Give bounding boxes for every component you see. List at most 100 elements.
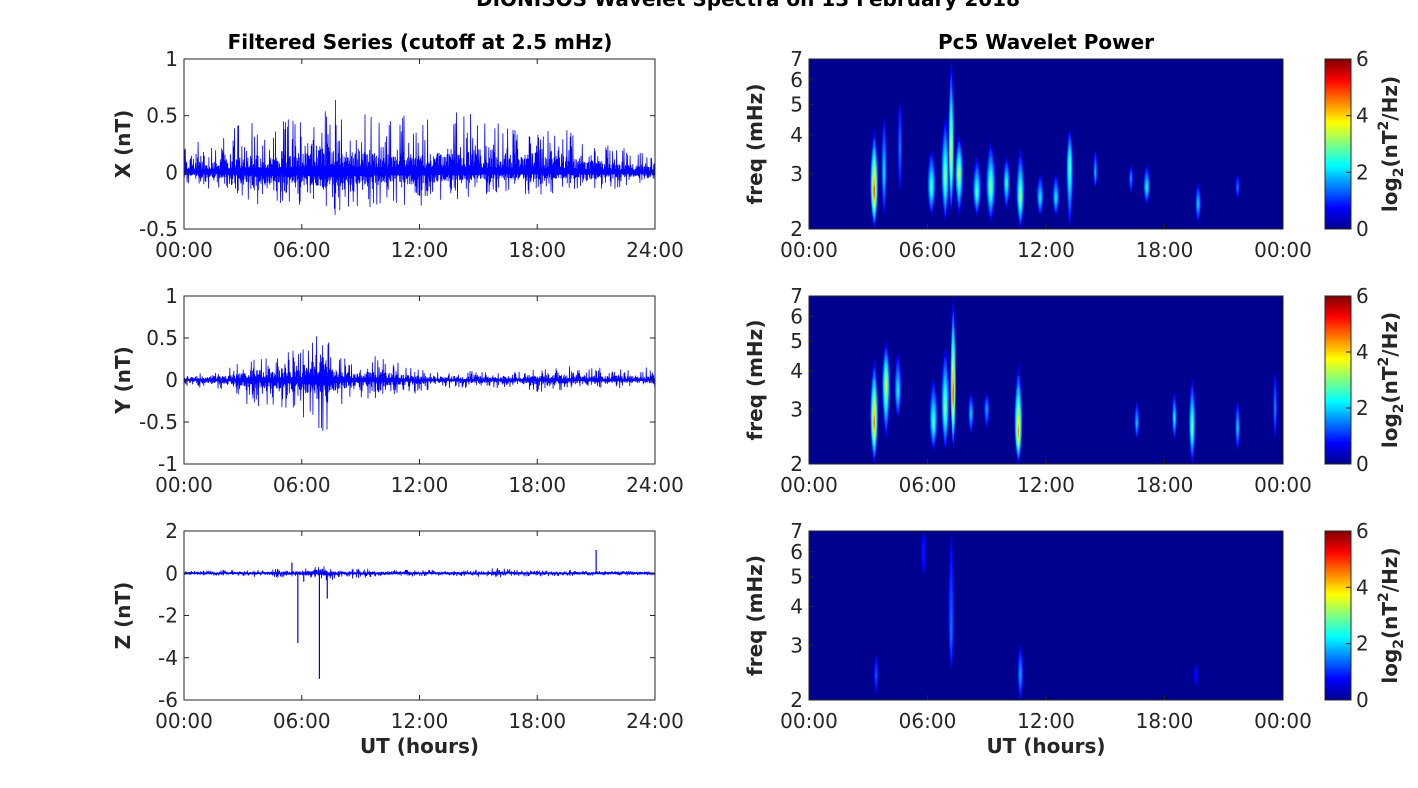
y-wavelet-xtick-label-2: 12:00 xyxy=(1017,473,1075,497)
z-colorbar-label: log2(nT2/Hz) xyxy=(1376,547,1407,683)
y-wavelet-blob-13 xyxy=(1272,371,1278,440)
x-wavelet-ytick-label-4: 6 xyxy=(790,68,803,92)
x-wavelet-ytick-label-5: 7 xyxy=(790,47,803,71)
x-wavelet-blob-7-level-6 xyxy=(976,188,978,197)
y-wavelet-blob-11-level-6 xyxy=(1191,421,1193,434)
x-wavelet-ytick-label-0: 2 xyxy=(790,217,803,241)
y-colorbar-tick-label-1: 2 xyxy=(1356,396,1369,420)
z-series-ylabel: Z (nT) xyxy=(111,582,135,650)
y-wavelet-plot-area xyxy=(809,296,1283,464)
z-wavelet-blob-1 xyxy=(921,531,926,577)
x-wavelet-blob-10-level-6 xyxy=(1019,191,1021,204)
y-colorbar-tick-label-2: 4 xyxy=(1356,340,1369,364)
y-colorbar xyxy=(1324,295,1352,465)
y-wavelet-blob-9 xyxy=(1134,400,1140,440)
x-wavelet-blob-5 xyxy=(948,59,955,217)
z-wavelet-xtick-label-2: 12:00 xyxy=(1017,709,1075,733)
x-series-ytick-label-1: 0 xyxy=(165,160,178,184)
x-wavelet-blob-0-level-6 xyxy=(873,184,875,199)
x-series-xtick-label-0: 00:00 xyxy=(155,238,213,262)
y-wavelet-xtick-label-0: 00:00 xyxy=(780,473,838,497)
x-wavelet-blob-14 xyxy=(1093,149,1098,189)
x-colorbar-label: log2(nT2/Hz) xyxy=(1376,76,1407,212)
y-wavelet-blob-12 xyxy=(1235,400,1241,452)
x-filtered-series-plot: 00:00 06:00 12:00 18:00 24:00 -0.5 0 0.5 1 X (nT) xyxy=(111,47,684,262)
z-wavelet-blob-3 xyxy=(1017,645,1024,700)
y-wavelet-xtick-label-3: 18:00 xyxy=(1136,473,1194,497)
z-series-ytick-label-4: 2 xyxy=(165,519,178,543)
x-wavelet-blob-3 xyxy=(927,149,936,217)
x-wavelet-ytick-label-1: 3 xyxy=(790,162,803,186)
y-wavelet-blob-4 xyxy=(941,346,950,452)
y-series-xtick-label-0: 00:00 xyxy=(155,473,213,497)
x-wavelet-blob-14-level-6 xyxy=(1095,170,1096,177)
z-series-xlabel: UT (hours) xyxy=(360,734,479,758)
z-wavelet-blob-0 xyxy=(874,654,879,694)
x-wavelet-blob-13-level-6 xyxy=(1069,159,1071,175)
x-series-xtick-label-1: 06:00 xyxy=(273,238,331,262)
y-wavelet-ylabel: freq (mHz) xyxy=(743,320,767,441)
x-wavelet-blob-13 xyxy=(1066,128,1074,229)
x-series-ytick-label-3: 1 xyxy=(165,47,178,71)
x-wavelet-xtick-label-0: 00:00 xyxy=(780,238,838,262)
y-colorbar-tick-label-0: 0 xyxy=(1356,452,1369,476)
z-colorbar-tick-label-0: 0 xyxy=(1356,688,1369,712)
y-filtered-series-plot: 00:00 06:00 12:00 18:00 24:00 -1 -0.5 0 0.5 1 Y (n… xyxy=(111,284,684,497)
y-series-ytick-label-1: -0.5 xyxy=(139,410,178,434)
y-series-ytick-label-3: 0.5 xyxy=(146,326,178,350)
z-wavelet-plot-area xyxy=(809,531,1283,700)
x-wavelet-blob-2 xyxy=(897,99,902,194)
y-wavelet-blob-1-level-6 xyxy=(885,378,887,393)
z-wavelet-blob-2-level-6 xyxy=(950,621,952,642)
left-column-title: Filtered Series (cutoff at 2.5 mHz) xyxy=(228,30,613,54)
y-wavelet-blob-13-level-6 xyxy=(1274,404,1276,414)
z-series-ytick-label-1: -4 xyxy=(158,646,178,670)
z-wavelet-ytick-label-1: 3 xyxy=(790,633,803,657)
z-wavelet-blob-3-level-6 xyxy=(1019,671,1021,679)
z-wavelet-ytick-label-0: 2 xyxy=(790,688,803,712)
z-series-ytick-label-0: -6 xyxy=(158,688,178,712)
y-wavelet-blob-4-level-6 xyxy=(944,400,946,416)
x-colorbar-tick-label-0: 0 xyxy=(1356,217,1369,241)
y-series-xtick-label-1: 06:00 xyxy=(273,473,331,497)
z-series-plot-area xyxy=(184,531,655,700)
y-wavelet-blob-9-level-6 xyxy=(1136,420,1138,427)
z-wavelet-ytick-label-2: 4 xyxy=(790,594,803,618)
y-wavelet-ytick-label-5: 7 xyxy=(790,284,803,308)
x-wavelet-blob-17 xyxy=(1195,183,1201,223)
x-wavelet-blob-0 xyxy=(869,128,879,229)
x-series-ylabel: X (nT) xyxy=(111,110,135,179)
z-wavelet-xtick-label-4: 00:00 xyxy=(1254,709,1312,733)
y-wavelet-blob-2 xyxy=(894,352,902,419)
z-series-ytick-label-2: -2 xyxy=(158,604,178,628)
x-wavelet-blob-1-level-6 xyxy=(883,165,885,180)
y-wavelet-blob-6-level-6 xyxy=(970,411,972,418)
y-colorbar-label: log2(nT2/Hz) xyxy=(1376,312,1407,448)
x-wavelet-blob-15 xyxy=(1128,165,1134,194)
y-wavelet-blob-11 xyxy=(1188,377,1196,464)
z-wavelet-blob-1-level-6 xyxy=(923,548,924,556)
z-wavelet-ylabel: freq (mHz) xyxy=(743,555,767,676)
x-wavelet-xtick-label-3: 18:00 xyxy=(1136,238,1194,262)
y-wavelet-ytick-label-1: 3 xyxy=(790,398,803,422)
y-wavelet-blob-10-level-6 xyxy=(1174,415,1175,422)
x-wavelet-blob-17-level-6 xyxy=(1197,201,1199,207)
z-filtered-series-plot: 00:00 06:00 12:00 18:00 24:00 -6 -4 -2 0 2 Z (nT) U… xyxy=(111,519,684,758)
x-wavelet-blob-8-level-6 xyxy=(989,181,992,194)
x-wavelet-blob-2-level-6 xyxy=(899,142,901,156)
z-wavelet-xtick-label-3: 18:00 xyxy=(1136,709,1194,733)
x-series-ytick-label-0: -0.5 xyxy=(139,217,178,241)
z-wavelet-ytick-label-4: 6 xyxy=(790,540,803,564)
x-wavelet-blob-11 xyxy=(1036,173,1044,217)
x-series-plot-area xyxy=(184,59,655,229)
z-series-trace xyxy=(183,566,656,581)
y-wavelet-blob-2-level-6 xyxy=(897,387,899,397)
y-wavelet-ytick-label-2: 4 xyxy=(790,359,803,383)
y-wavelet-blob-10 xyxy=(1171,392,1177,440)
y-series-ytick-label-2: 0 xyxy=(165,368,178,392)
figure-title: DIONISOS Wavelet Spectra on 13 February … xyxy=(476,0,1020,11)
z-colorbar xyxy=(1324,530,1352,701)
y-wavelet-ytick-label-3: 5 xyxy=(790,329,803,353)
z-series-xtick-label-2: 12:00 xyxy=(391,709,449,733)
